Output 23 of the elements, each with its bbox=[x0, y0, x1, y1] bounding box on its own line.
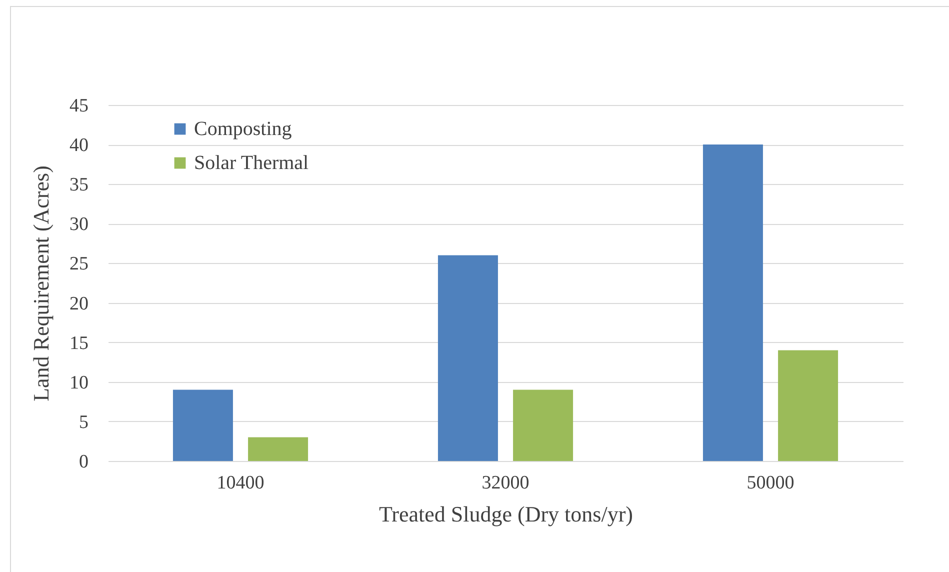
legend-label: Solar Thermal bbox=[194, 152, 310, 174]
y-tick-label: 20 bbox=[70, 293, 88, 314]
bar bbox=[778, 350, 838, 461]
bar bbox=[438, 255, 498, 461]
y-tick-label: 5 bbox=[79, 412, 88, 433]
bar bbox=[248, 437, 308, 461]
y-tick-label: 40 bbox=[70, 135, 88, 156]
legend-label: Composting bbox=[194, 118, 292, 140]
y-tick-label: 30 bbox=[70, 214, 88, 236]
bar bbox=[702, 144, 763, 461]
x-tick-label: 10400 bbox=[216, 472, 264, 494]
y-tick-label: 10 bbox=[70, 372, 88, 394]
x-axis-title: Treated Sludge (Dry tons/yr) bbox=[379, 502, 633, 526]
x-tick-label: 32000 bbox=[482, 472, 530, 494]
y-tick-label: 15 bbox=[70, 332, 88, 354]
y-tick-label: 25 bbox=[70, 254, 88, 275]
y-tick-label: 0 bbox=[79, 452, 88, 472]
y-tick-label: 35 bbox=[70, 174, 88, 196]
y-axis-title: Land Requirement (Acres) bbox=[28, 166, 54, 402]
bar bbox=[172, 390, 233, 461]
y-tick-label: 45 bbox=[70, 96, 88, 116]
bar bbox=[513, 390, 574, 461]
x-tick-label: 50000 bbox=[746, 472, 794, 494]
